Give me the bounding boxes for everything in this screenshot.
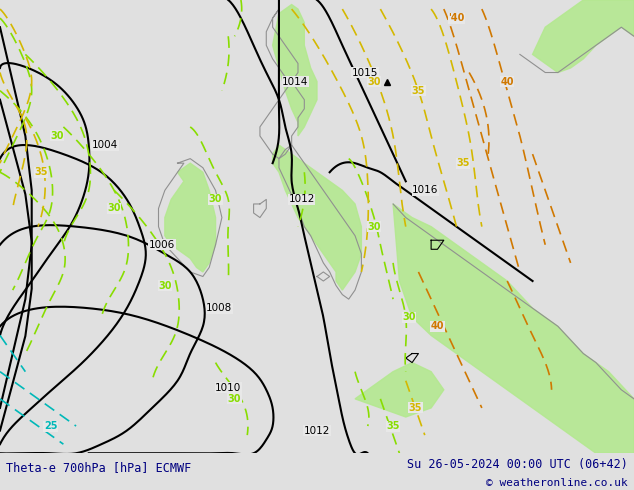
Text: 35: 35 <box>34 167 48 177</box>
Polygon shape <box>165 163 216 272</box>
Text: 1012: 1012 <box>288 195 315 204</box>
Text: 1006: 1006 <box>149 240 175 250</box>
Polygon shape <box>273 145 361 290</box>
Text: 35: 35 <box>408 403 422 413</box>
Polygon shape <box>533 0 634 73</box>
Text: '40: '40 <box>448 13 465 23</box>
Text: © weatheronline.co.uk: © weatheronline.co.uk <box>486 478 628 488</box>
Text: 1012: 1012 <box>304 426 330 436</box>
Text: 40: 40 <box>500 76 514 87</box>
Text: 1004: 1004 <box>92 140 118 150</box>
Polygon shape <box>273 4 317 136</box>
Text: 40: 40 <box>430 321 444 331</box>
Text: Su 26-05-2024 00:00 UTC (06+42): Su 26-05-2024 00:00 UTC (06+42) <box>407 458 628 471</box>
Text: 1010: 1010 <box>215 383 242 392</box>
Text: 30: 30 <box>50 131 64 141</box>
Text: 35: 35 <box>411 86 425 96</box>
Text: 25: 25 <box>44 421 58 431</box>
Text: 30: 30 <box>228 394 242 404</box>
Text: 30: 30 <box>209 195 223 204</box>
Text: 30: 30 <box>367 76 381 87</box>
Text: 30: 30 <box>107 203 121 214</box>
Text: 1014: 1014 <box>282 76 309 87</box>
Text: 1015: 1015 <box>352 68 378 77</box>
Text: 35: 35 <box>456 158 470 168</box>
Text: Theta-e 700hPa [hPa] ECMWF: Theta-e 700hPa [hPa] ECMWF <box>6 462 191 474</box>
Text: 1008: 1008 <box>206 303 232 313</box>
Text: 30: 30 <box>158 281 172 291</box>
Polygon shape <box>355 363 444 417</box>
Text: 30: 30 <box>402 312 416 322</box>
Text: 1016: 1016 <box>412 185 439 196</box>
Text: 30: 30 <box>367 221 381 232</box>
Polygon shape <box>393 204 634 453</box>
Text: 35: 35 <box>386 421 400 431</box>
